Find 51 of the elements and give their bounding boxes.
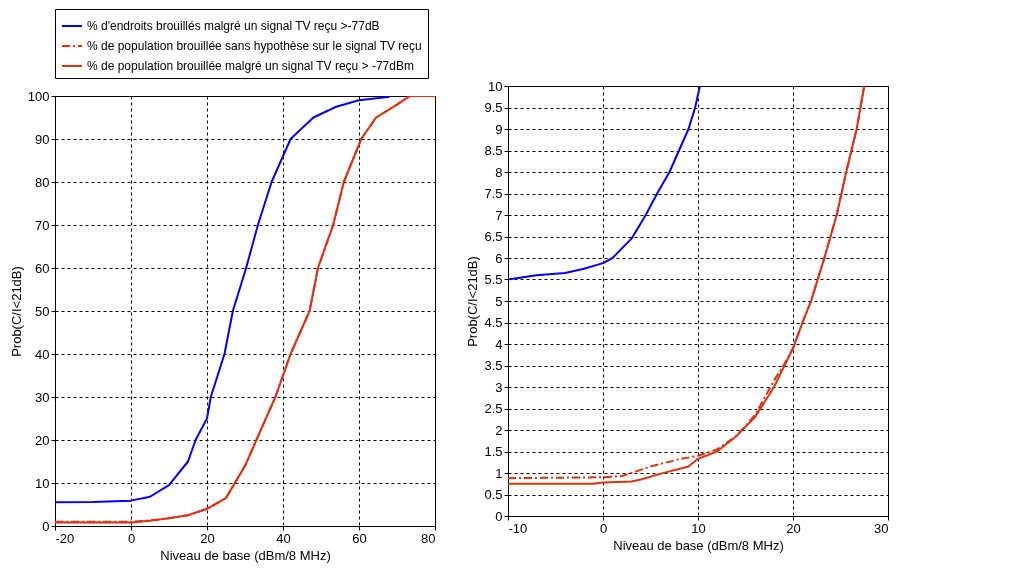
y-tick-label: 4 xyxy=(495,336,503,352)
y-tick-label: 30 xyxy=(35,389,50,405)
line-series xyxy=(508,86,701,281)
y-tick-label: 6.5 xyxy=(484,229,503,244)
y-tick-label: 0 xyxy=(495,508,503,524)
y-tick-label: 9 xyxy=(495,121,503,137)
line-series xyxy=(55,96,391,504)
y-tick-label: 2.5 xyxy=(484,401,503,416)
x-tick-label: 0 xyxy=(599,520,608,536)
y-tick-label: 0.5 xyxy=(484,487,503,502)
y-tick-label: 2 xyxy=(495,422,503,438)
y-tick-label: 3.5 xyxy=(484,358,503,373)
y-axis-title: Prob(C/I<21dB) xyxy=(8,266,24,357)
x-tick-label: 40 xyxy=(276,530,291,546)
y-tick-label: 6 xyxy=(495,250,503,266)
y-tick-label: 3 xyxy=(495,379,503,395)
y-tick-label: 9.5 xyxy=(484,100,503,115)
x-tick-label: 30 xyxy=(874,520,889,536)
legend-label: % de population brouillée malgré un signal TV reçu > -77dBm xyxy=(87,59,414,73)
y-tick-label: 100 xyxy=(27,88,50,104)
x-tick-label: 60 xyxy=(352,530,367,546)
y-tick-label: 1.5 xyxy=(484,444,503,459)
x-tick-label: 20 xyxy=(786,520,801,536)
y-tick-label: 5 xyxy=(495,293,503,309)
y-tick-label: 5.5 xyxy=(484,272,503,287)
y-tick-label: 80 xyxy=(35,174,50,190)
legend-label: % d'endroits brouillés malgré un signal TV reçu >-77dB xyxy=(87,19,380,33)
x-tick-label: -10 xyxy=(508,520,528,536)
x-tick-label: 10 xyxy=(691,520,706,536)
x-axis-title: Niveau de base (dBm/8 MHz) xyxy=(613,537,784,553)
y-tick-label: 40 xyxy=(35,346,50,362)
y-tick-label: 8 xyxy=(495,164,503,180)
y-tick-label: 10 xyxy=(488,78,503,94)
x-tick-label: 0 xyxy=(127,530,136,546)
x-tick-label: 80 xyxy=(421,530,436,546)
y-tick-label: 10 xyxy=(35,475,50,491)
y-tick-label: 8.5 xyxy=(484,143,503,158)
y-tick-label: 60 xyxy=(35,260,50,276)
x-tick-label: -20 xyxy=(55,530,75,546)
y-tick-label: 50 xyxy=(35,303,50,319)
x-tick-label: 20 xyxy=(200,530,215,546)
legend-label: % de population brouillée sans hypothèse sur le signal TV reçu xyxy=(87,39,422,53)
y-tick-label: 1 xyxy=(495,465,503,481)
y-tick-label: 4.5 xyxy=(484,315,503,330)
y-tick-label: 7 xyxy=(495,207,503,223)
x-axis-title: Niveau de base (dBm/8 MHz) xyxy=(160,547,331,563)
y-tick-label: 7.5 xyxy=(484,186,503,201)
y-tick-label: 70 xyxy=(35,217,50,233)
y-axis-title: Prob(C/I<21dB) xyxy=(465,256,481,347)
y-tick-label: 90 xyxy=(35,131,50,147)
y-tick-label: 20 xyxy=(35,432,50,448)
